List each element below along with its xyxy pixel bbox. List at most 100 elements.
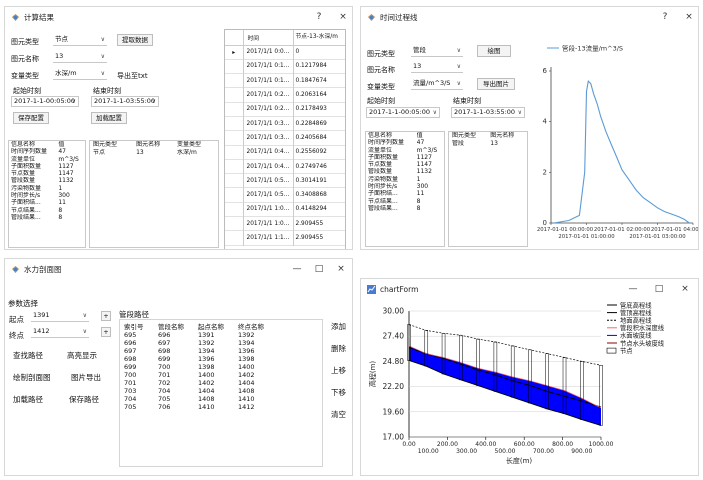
row-header[interactable] bbox=[225, 73, 244, 88]
table-row[interactable]: 2017/1/1 0:5... 0.3408868 bbox=[225, 187, 345, 203]
name-combo[interactable]: 13 ∨ bbox=[411, 62, 463, 73]
save-path-button[interactable]: 保存路径 bbox=[69, 395, 99, 404]
move-down-button[interactable]: 下移 bbox=[331, 388, 346, 397]
add-end-button[interactable]: + bbox=[101, 327, 111, 337]
table-row[interactable]: 管段 13 bbox=[449, 140, 527, 148]
table-row[interactable]: 705 706 1410 1412 bbox=[124, 403, 280, 411]
start-time-combo[interactable]: 2017-1-1-00:05:00 ∨ bbox=[11, 96, 79, 107]
export-image-button[interactable]: 导出图片 bbox=[477, 78, 515, 90]
row-header[interactable] bbox=[225, 216, 244, 231]
table-row[interactable]: 2017/1/1 1:1... 2.909455 bbox=[225, 230, 345, 246]
maximize-button[interactable]: □ bbox=[314, 264, 324, 274]
type-combo[interactable]: 节点 ∨ bbox=[53, 35, 107, 46]
row-header[interactable] bbox=[225, 202, 244, 217]
table-row[interactable]: 时间步长/s 300 bbox=[366, 183, 444, 190]
table-row[interactable]: 700 701 1400 1402 bbox=[124, 371, 280, 379]
end-time-combo[interactable]: 2017-1-1-03:55:00 ∨ bbox=[91, 96, 159, 107]
table-row[interactable]: 2017/1/1 1:0... 2.909455 bbox=[225, 216, 345, 231]
table-row[interactable]: 管段结果... 8 bbox=[366, 205, 444, 212]
table-row[interactable]: 697 698 1394 1396 bbox=[124, 347, 280, 355]
end-time-combo[interactable]: 2017-1-1-03:55:00 ∨ bbox=[451, 107, 525, 118]
move-up-button[interactable]: 上移 bbox=[331, 366, 346, 375]
help-button[interactable]: ? bbox=[316, 12, 322, 22]
table-row[interactable]: 节点数量 1147 bbox=[366, 161, 444, 168]
add-button[interactable]: 添加 bbox=[331, 322, 346, 331]
table-row[interactable]: 时间步长/s 300 bbox=[9, 192, 85, 199]
table-row[interactable]: 2017/1/1 0:3... 0.2284869 bbox=[225, 116, 345, 131]
load-config-button[interactable]: 加载配置 bbox=[91, 112, 127, 124]
end-node-combo[interactable]: 1412 ∨ bbox=[31, 327, 89, 338]
row-header[interactable] bbox=[225, 102, 244, 117]
table-row[interactable]: 2017/1/1 0:3... 0.2405684 bbox=[225, 130, 345, 146]
row-header[interactable] bbox=[225, 230, 244, 246]
draw-profile-button[interactable]: 绘制剖面图 bbox=[13, 373, 51, 382]
help-button[interactable]: ? bbox=[662, 12, 668, 22]
current-row-arrow-icon[interactable]: ▸ bbox=[225, 45, 244, 60]
table-row[interactable]: 698 699 1396 1398 bbox=[124, 355, 280, 363]
table-row[interactable]: 2017/1/1 0:5... 0.3014191 bbox=[225, 173, 345, 188]
table-row[interactable]: 节点 13 水深/m bbox=[90, 149, 218, 157]
row-header[interactable] bbox=[225, 87, 244, 103]
table-row[interactable]: 管段数量 1132 bbox=[366, 168, 444, 175]
table-row[interactable]: 2017/1/1 0:1... 0.1217984 bbox=[225, 59, 345, 74]
clear-button[interactable]: 清空 bbox=[331, 410, 346, 419]
row-header[interactable] bbox=[225, 145, 244, 160]
table-row[interactable]: 699 700 1398 1400 bbox=[124, 363, 280, 371]
table-row[interactable]: 节点结果... 8 bbox=[366, 198, 444, 205]
table-row[interactable]: 2017/1/1 0:1... 0.1847674 bbox=[225, 73, 345, 88]
save-config-button[interactable]: 保存配置 bbox=[13, 112, 49, 124]
start-time-combo[interactable]: 2017-1-1-00:05:00 ∨ bbox=[366, 107, 440, 118]
load-path-button[interactable]: 加载路径 bbox=[13, 395, 43, 404]
result-grid[interactable]: 时间 节点-13-水深/m ▸ 2017/1/1 0:0... 0 2017/1/1 … bbox=[224, 29, 346, 249]
minimize-button[interactable]: — bbox=[292, 264, 302, 274]
name-combo[interactable]: 13 ∨ bbox=[53, 52, 107, 63]
table-row[interactable]: ▸ 2017/1/1 0:0... 0 bbox=[225, 45, 345, 60]
table-row[interactable]: 2017/1/1 0:2... 0.2178493 bbox=[225, 102, 345, 117]
start-node-combo[interactable]: 1391 ∨ bbox=[31, 311, 89, 322]
row-header[interactable] bbox=[225, 187, 244, 203]
add-start-button[interactable]: + bbox=[101, 311, 111, 321]
table-row[interactable]: 2017/1/1 0:4... 0.2556092 bbox=[225, 145, 345, 160]
row-header[interactable] bbox=[225, 159, 244, 174]
maximize-button[interactable]: □ bbox=[654, 284, 664, 294]
table-row[interactable]: 节点数量 1147 bbox=[9, 170, 85, 177]
table-row[interactable]: 2017/1/1 0:4... 0.2749746 bbox=[225, 159, 345, 174]
table-row[interactable]: 流量单位 m^3/S bbox=[366, 147, 444, 154]
table-row[interactable]: 时间序列数量 47 bbox=[9, 148, 85, 155]
table-row[interactable]: 子面积结... 11 bbox=[9, 199, 85, 206]
highlight-button[interactable]: 高亮显示 bbox=[67, 351, 97, 360]
close-button[interactable]: × bbox=[681, 284, 689, 294]
type-combo[interactable]: 管段 ∨ bbox=[411, 46, 463, 57]
var-combo[interactable]: 流量/m^3/S ∨ bbox=[411, 79, 463, 90]
path-table-panel[interactable]: 索引号 管段名称 起点名称 终点名称 695 696 1391 1392 696 697 1… bbox=[119, 319, 323, 467]
delete-button[interactable]: 删除 bbox=[331, 344, 346, 353]
close-button[interactable]: × bbox=[339, 12, 347, 22]
table-row[interactable]: 污染物数量 1 bbox=[9, 185, 85, 192]
minimize-button[interactable]: — bbox=[628, 284, 638, 294]
table-row[interactable]: 管段结果... 8 bbox=[9, 214, 85, 221]
close-button[interactable]: × bbox=[337, 264, 345, 274]
row-header[interactable] bbox=[225, 116, 244, 131]
fetch-data-button[interactable]: 提取数据 bbox=[117, 34, 153, 46]
table-row[interactable]: 污染物数量 1 bbox=[366, 176, 444, 183]
export-txt-button[interactable]: 导出至txt bbox=[117, 72, 148, 80]
row-header[interactable] bbox=[225, 59, 244, 74]
table-row[interactable]: 子面积数量 1127 bbox=[366, 154, 444, 161]
row-header[interactable] bbox=[225, 130, 244, 146]
close-button[interactable]: × bbox=[685, 12, 693, 22]
table-row[interactable]: 节点结果... 8 bbox=[9, 207, 85, 214]
table-row[interactable]: 696 697 1392 1394 bbox=[124, 339, 280, 347]
table-row[interactable]: 2017/1/1 0:2... 0.2063164 bbox=[225, 87, 345, 103]
row-header[interactable] bbox=[225, 173, 244, 188]
export-image-button[interactable]: 图片导出 bbox=[71, 373, 101, 382]
table-row[interactable]: 704 705 1408 1410 bbox=[124, 395, 280, 403]
table-row[interactable]: 695 696 1391 1392 bbox=[124, 331, 280, 339]
table-row[interactable]: 701 702 1402 1404 bbox=[124, 379, 280, 387]
table-row[interactable]: 流量单位 m^3/S bbox=[9, 156, 85, 163]
draw-button[interactable]: 绘图 bbox=[477, 45, 511, 57]
table-row[interactable]: 子面积数量 1127 bbox=[9, 163, 85, 170]
table-row[interactable]: 703 704 1404 1408 bbox=[124, 387, 280, 395]
var-combo[interactable]: 水深/m ∨ bbox=[53, 69, 107, 80]
table-row[interactable]: 2017/1/1 1:0... 0.4148294 bbox=[225, 202, 345, 217]
table-row[interactable]: 时间序列数量 47 bbox=[366, 139, 444, 146]
